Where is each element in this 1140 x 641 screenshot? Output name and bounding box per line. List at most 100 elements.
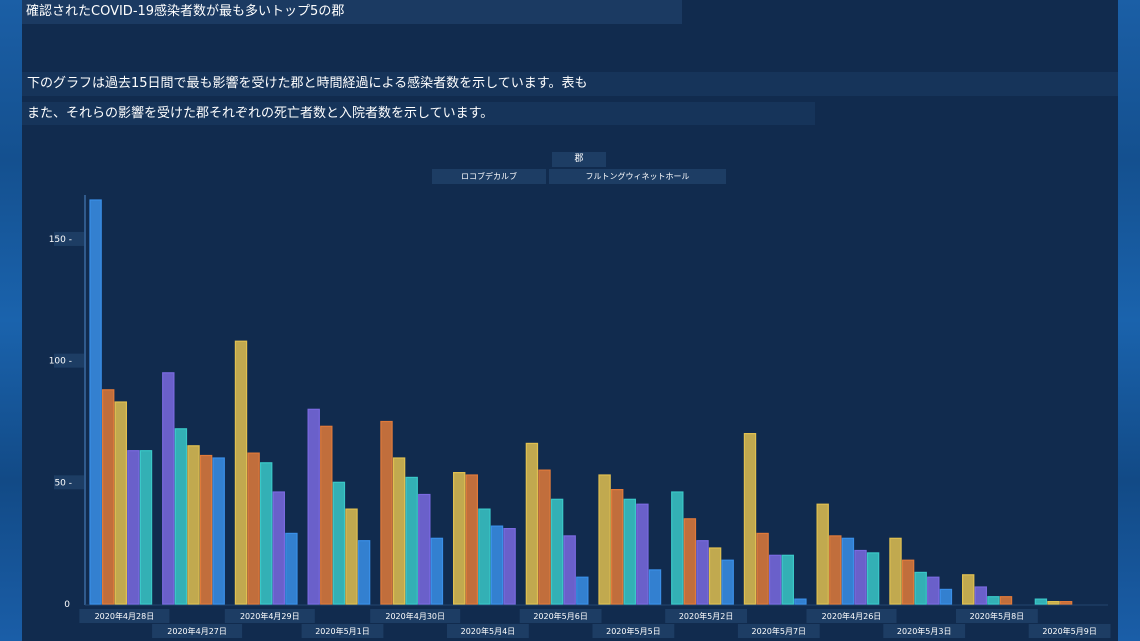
x-tick-label: 2020年4月30日 [385, 611, 445, 621]
x-tick-label-bg [1028, 624, 1111, 638]
bar [162, 372, 175, 605]
bar [671, 491, 684, 605]
x-tick-label-bg [152, 624, 243, 638]
y-tick-label: 150 - [49, 235, 72, 245]
y-tick-label-bg [54, 353, 84, 368]
bar [841, 537, 855, 605]
bar [89, 199, 102, 605]
bar [453, 472, 466, 605]
bar [187, 445, 200, 605]
bar [914, 571, 927, 605]
description-line-2: また、それらの影響を受けた郡それぞれの死亡者数と入院者数を示しています。 [22, 102, 815, 125]
bar [1034, 598, 1048, 605]
bar [816, 503, 829, 605]
y-tick-label: 0 [64, 600, 70, 610]
bar [503, 527, 516, 605]
bar [490, 525, 504, 605]
bar [478, 508, 491, 605]
bar [114, 401, 127, 605]
bar [961, 574, 975, 605]
y-tick-label-bg [54, 231, 84, 246]
bar [538, 469, 551, 605]
bar [683, 518, 697, 605]
bar [721, 559, 734, 605]
bar [234, 340, 248, 605]
bar [854, 549, 867, 605]
x-tick-label-bg [224, 609, 315, 623]
x-tick-label-bg [665, 609, 747, 623]
bar [889, 537, 902, 605]
x-tick-label: 2020年5月7日 [752, 626, 807, 636]
bar [768, 554, 782, 605]
x-tick-label: 2020年4月28日 [95, 611, 155, 621]
x-tick-label: 2020年5月9日 [1042, 626, 1097, 636]
bar [563, 535, 576, 605]
x-tick-label: 2020年5月1日 [315, 626, 370, 636]
bar [866, 552, 880, 605]
x-tick-label-bg [806, 609, 897, 623]
x-tick-label-bg [519, 609, 602, 623]
bar [743, 433, 757, 605]
x-tick-label-bg [79, 609, 170, 623]
legend-item-2[interactable]: フルトングウィネットホール [549, 169, 726, 184]
bar [829, 535, 842, 605]
bar [174, 428, 188, 605]
bar [927, 576, 940, 605]
bar [901, 559, 915, 605]
x-tick-label: 2020年5月2日 [679, 611, 734, 621]
bar [357, 540, 371, 605]
bar [794, 598, 807, 605]
x-tick-label-bg [447, 624, 529, 638]
bar [939, 588, 953, 605]
x-tick-label-bg [592, 624, 675, 638]
bar [345, 508, 358, 605]
page-title: 確認されたCOVID-19感染者数が最も多いトップ5の郡 [22, 0, 682, 24]
bar [636, 503, 649, 605]
x-tick-label: 2020年5月8日 [970, 611, 1025, 621]
right-edge [1118, 0, 1140, 641]
left-edge [0, 0, 22, 641]
bar [285, 532, 298, 605]
bar [1047, 600, 1060, 605]
bar [576, 576, 589, 605]
y-tick-label: 100 - [49, 357, 72, 367]
bar [101, 389, 115, 605]
x-tick-label-bg [370, 609, 461, 623]
bar [525, 442, 539, 605]
x-tick-label-bg [301, 624, 384, 638]
bar [307, 408, 320, 605]
bar [247, 452, 260, 605]
bar [260, 462, 273, 605]
bar [418, 493, 431, 605]
bar [332, 481, 346, 605]
x-tick-label: 2020年5月5日 [606, 626, 661, 636]
bar [648, 569, 662, 605]
bar [380, 420, 393, 605]
x-tick-label: 2020年5月6日 [533, 611, 588, 621]
bar [127, 450, 140, 605]
legend-item-1[interactable]: ロコブデカルブ [432, 169, 546, 184]
y-tick-label-bg [54, 475, 84, 490]
bar [781, 554, 795, 605]
bar [430, 537, 444, 605]
bar [987, 596, 1000, 605]
x-tick-label: 2020年4月27日 [167, 626, 227, 636]
bar [465, 474, 479, 605]
bar [696, 540, 709, 605]
legend-title: 郡 [552, 152, 606, 167]
bar [610, 489, 624, 605]
bar [199, 454, 213, 605]
description-line-1: 下のグラフは過去15日間で最も影響を受けた郡と時間経過による感染者数を示していま… [22, 72, 1118, 96]
x-tick-label: 2020年5月4日 [461, 626, 516, 636]
bar [999, 596, 1013, 605]
bar [974, 586, 988, 605]
bar [320, 425, 333, 605]
bar [708, 547, 722, 605]
y-tick-label: 50 - [54, 478, 72, 488]
x-tick-label: 2020年4月26日 [822, 611, 882, 621]
bar [139, 450, 153, 605]
bar [392, 457, 406, 605]
bar [623, 498, 637, 605]
x-tick-label: 2020年4月29日 [240, 611, 300, 621]
